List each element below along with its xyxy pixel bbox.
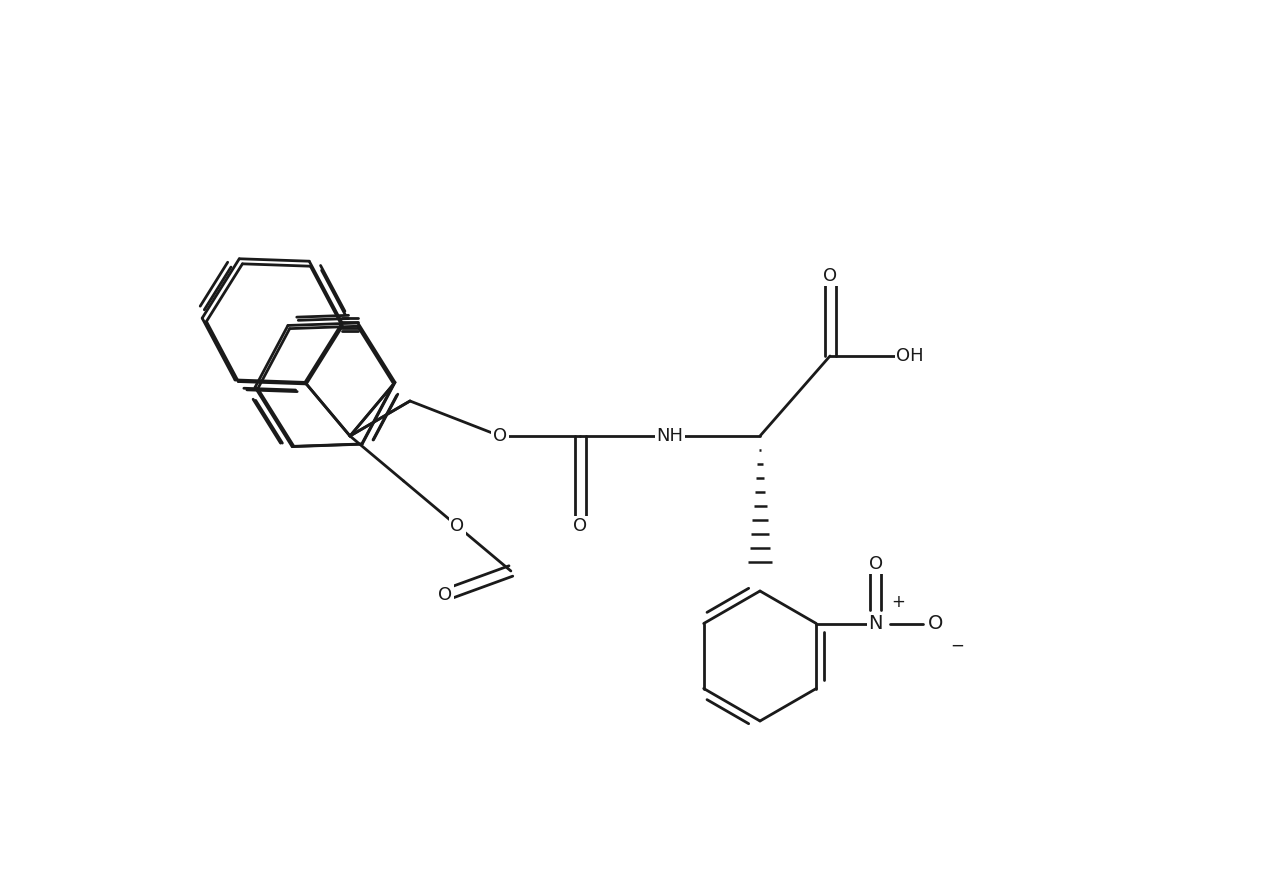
Text: O: O xyxy=(493,427,507,445)
Text: −: − xyxy=(950,636,964,654)
Text: OH: OH xyxy=(897,347,923,365)
Text: O: O xyxy=(869,555,883,573)
Text: O: O xyxy=(438,586,452,604)
Text: O: O xyxy=(823,267,837,285)
Text: O: O xyxy=(573,517,587,535)
Text: +: + xyxy=(890,592,904,610)
Text: N: N xyxy=(869,614,883,633)
Text: O: O xyxy=(450,517,465,535)
Text: O: O xyxy=(927,614,944,633)
Text: NH: NH xyxy=(657,427,683,445)
